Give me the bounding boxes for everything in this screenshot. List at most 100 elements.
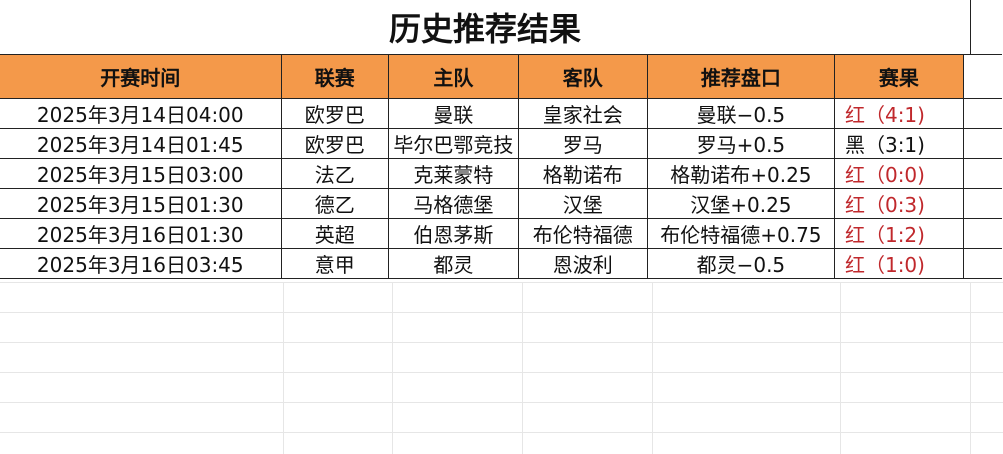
grid-line <box>970 282 971 454</box>
grid-line <box>840 282 841 454</box>
cell-league-wrap: 法乙 <box>282 160 387 188</box>
cell-league-text: 意甲 <box>314 253 355 277</box>
cell-league-text: 欧罗巴 <box>304 103 365 127</box>
cell-time-text: 2025年3月14日04:00 <box>36 103 244 127</box>
cell-result[interactable]: 红（1:2) <box>833 218 964 249</box>
cell-pick[interactable]: 罗马+0.5 <box>646 128 835 159</box>
header-pick[interactable]: 推荐盘口 <box>646 54 835 99</box>
table-row: 2025年3月16日03:45 意甲 都灵 恩波利 都灵−0.5 红（1:0) <box>0 248 1002 279</box>
header-home[interactable]: 主队 <box>388 54 519 99</box>
cell-home-text: 都灵 <box>433 253 474 277</box>
cell-league[interactable]: 德乙 <box>280 188 390 219</box>
cell-result[interactable]: 红（4:1) <box>833 98 964 129</box>
cell-league-text: 英超 <box>314 223 355 247</box>
cell-time[interactable]: 2025年3月15日01:30 <box>0 188 282 219</box>
divider <box>970 0 971 54</box>
empty-cell[interactable] <box>962 248 1002 279</box>
cell-league[interactable]: 英超 <box>280 218 390 249</box>
header-time[interactable]: 开赛时间 <box>0 54 282 99</box>
cell-away-wrap: 汉堡 <box>519 190 646 218</box>
cell-home-wrap: 伯恩茅斯 <box>390 220 518 248</box>
cell-pick[interactable]: 都灵−0.5 <box>646 248 835 279</box>
cell-result-wrap: 红（0:0) <box>835 160 962 188</box>
grid-line <box>283 282 284 454</box>
cell-result-wrap: 红（1:0) <box>835 250 962 278</box>
cell-pick-text: 布伦特福德+0.75 <box>660 223 822 247</box>
header-away[interactable]: 客队 <box>517 54 648 99</box>
cell-away[interactable]: 格勒诺布 <box>517 158 648 189</box>
cell-home-wrap: 都灵 <box>390 250 518 278</box>
cell-away-wrap: 布伦特福德 <box>519 220 646 248</box>
cell-time[interactable]: 2025年3月15日03:00 <box>0 158 282 189</box>
cell-away-text: 格勒诺布 <box>542 163 623 187</box>
cell-league[interactable]: 意甲 <box>280 248 390 279</box>
cell-home[interactable]: 都灵 <box>388 248 519 279</box>
cell-pick[interactable]: 格勒诺布+0.25 <box>646 158 835 189</box>
cell-pick-wrap: 布伦特福德+0.75 <box>648 220 833 248</box>
cell-pick-text: 格勒诺布+0.25 <box>670 163 812 187</box>
cell-time-wrap: 2025年3月15日01:30 <box>0 190 280 218</box>
header-row: 开赛时间 联赛 主队 客队 推荐盘口 赛果 <box>0 54 1002 99</box>
table-row: 2025年3月15日03:00 法乙 克莱蒙特 格勒诺布 格勒诺布+0.25 红（0:0) <box>0 158 1002 189</box>
empty-cell[interactable] <box>962 128 1002 159</box>
table-row: 2025年3月14日01:45 欧罗巴 毕尔巴鄂竞技 罗马 罗马+0.5 黑（3:1) <box>0 128 1002 159</box>
cell-pick[interactable]: 曼联−0.5 <box>646 98 835 129</box>
cell-result-text: 红（0:0) <box>844 163 925 187</box>
empty-cell[interactable] <box>962 218 1002 249</box>
results-table: 开赛时间 联赛 主队 客队 推荐盘口 赛果 2025年3月14日04:00 欧罗巴… <box>0 54 1002 279</box>
cell-home[interactable]: 毕尔巴鄂竞技 <box>388 128 519 159</box>
cell-time-wrap: 2025年3月16日03:45 <box>0 250 280 278</box>
cell-pick[interactable]: 汉堡+0.25 <box>646 188 835 219</box>
cell-result-text: 红（1:0) <box>844 253 925 277</box>
cell-home-text: 毕尔巴鄂竞技 <box>393 133 514 157</box>
cell-league-wrap: 意甲 <box>282 250 387 278</box>
cell-away[interactable]: 布伦特福德 <box>517 218 648 249</box>
cell-time[interactable]: 2025年3月14日01:45 <box>0 128 282 159</box>
cell-time-wrap: 2025年3月16日01:30 <box>0 220 280 248</box>
cell-result-wrap: 黑（3:1) <box>835 130 962 158</box>
cell-pick-text: 曼联−0.5 <box>696 103 786 127</box>
cell-result[interactable]: 红（0:0) <box>833 158 964 189</box>
cell-time[interactable]: 2025年3月16日03:45 <box>0 248 282 279</box>
cell-away[interactable]: 汉堡 <box>517 188 648 219</box>
header-result[interactable]: 赛果 <box>833 54 964 99</box>
cell-pick-wrap: 都灵−0.5 <box>648 250 833 278</box>
cell-time-text: 2025年3月16日03:45 <box>36 253 244 277</box>
cell-away[interactable]: 罗马 <box>517 128 648 159</box>
cell-away-text: 布伦特福德 <box>532 223 633 247</box>
table-row: 2025年3月15日01:30 德乙 马格德堡 汉堡 汉堡+0.25 红（0:3) <box>0 188 1002 219</box>
cell-league[interactable]: 欧罗巴 <box>280 128 390 159</box>
cell-pick[interactable]: 布伦特福德+0.75 <box>646 218 835 249</box>
empty-cell[interactable] <box>962 54 1002 99</box>
cell-home[interactable]: 伯恩茅斯 <box>388 218 519 249</box>
cell-league-text: 法乙 <box>314 163 355 187</box>
cell-away[interactable]: 恩波利 <box>517 248 648 279</box>
cell-result[interactable]: 红（0:3) <box>833 188 964 219</box>
cell-league[interactable]: 法乙 <box>280 158 390 189</box>
cell-time[interactable]: 2025年3月14日04:00 <box>0 98 282 129</box>
cell-pick-wrap: 格勒诺布+0.25 <box>648 160 833 188</box>
cell-pick-wrap: 汉堡+0.25 <box>648 190 833 218</box>
cell-league-wrap: 欧罗巴 <box>282 100 387 128</box>
cell-time[interactable]: 2025年3月16日01:30 <box>0 218 282 249</box>
header-league[interactable]: 联赛 <box>280 54 390 99</box>
cell-league[interactable]: 欧罗巴 <box>280 98 390 129</box>
empty-cell[interactable] <box>962 158 1002 189</box>
cell-home[interactable]: 克莱蒙特 <box>388 158 519 189</box>
empty-cell[interactable] <box>962 188 1002 219</box>
cell-home-wrap: 毕尔巴鄂竞技 <box>390 130 518 158</box>
empty-cell[interactable] <box>962 98 1002 129</box>
cell-home[interactable]: 马格德堡 <box>388 188 519 219</box>
cell-result[interactable]: 黑（3:1) <box>833 128 964 159</box>
cell-result[interactable]: 红（1:0) <box>833 248 964 279</box>
cell-away-text: 皇家社会 <box>542 103 623 127</box>
cell-result-wrap: 红（0:3) <box>835 190 962 218</box>
cell-time-text: 2025年3月14日01:45 <box>36 133 244 157</box>
cell-home-wrap: 克莱蒙特 <box>390 160 518 188</box>
cell-home-text: 马格德堡 <box>413 193 494 217</box>
cell-pick-text: 都灵−0.5 <box>696 253 786 277</box>
sheet-title: 历史推荐结果 <box>388 10 581 48</box>
cell-home-text: 伯恩茅斯 <box>413 223 494 247</box>
cell-home[interactable]: 曼联 <box>388 98 519 129</box>
cell-away[interactable]: 皇家社会 <box>517 98 648 129</box>
